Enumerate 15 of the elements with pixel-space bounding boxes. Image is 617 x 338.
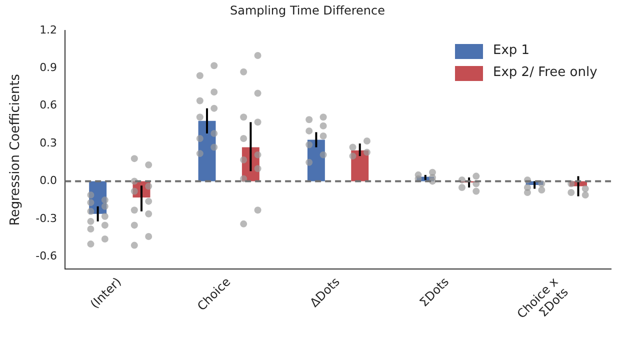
y-tick-label: 0.6: [40, 98, 58, 112]
y-tick-label: 0.3: [40, 136, 58, 150]
bar: [198, 120, 216, 182]
legend-label: Exp 2/ Free only: [493, 64, 598, 82]
bar: [307, 140, 325, 182]
y-tick-label: 1.2: [40, 23, 58, 36]
y-tick-label: 0.0: [40, 174, 58, 188]
y-tick-label: -0.3: [36, 212, 58, 225]
y-axis-title: Regression Coefficients: [8, 74, 24, 226]
bar: [89, 181, 107, 214]
legend-label: Exp 1: [493, 42, 530, 60]
bar: [351, 150, 369, 182]
y-tick-label: -0.6: [36, 249, 58, 262]
y-tick-label: 0.9: [40, 60, 58, 74]
chart-title: Sampling Time Difference: [230, 3, 386, 18]
